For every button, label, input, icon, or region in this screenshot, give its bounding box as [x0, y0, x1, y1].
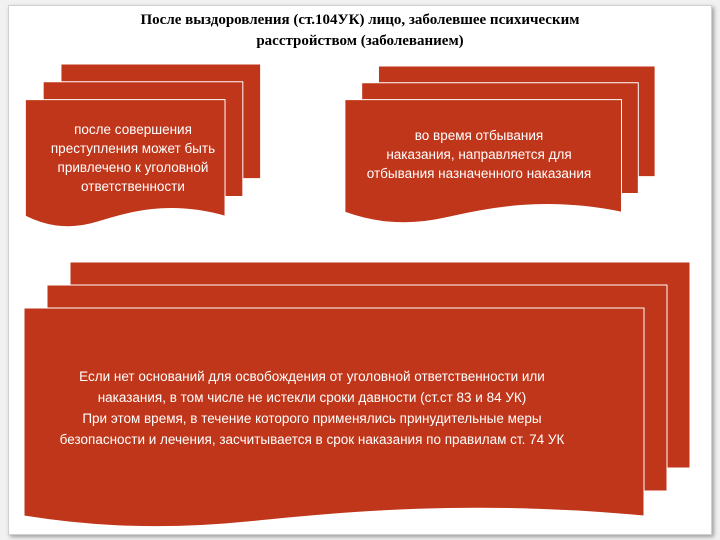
right-card-line-3: отбывания назначенного наказания: [366, 165, 592, 181]
left-card-line-4: ответственности: [81, 179, 185, 194]
left-multidocument-shape: [24, 63, 262, 228]
bottom-card-line-3: При этом время, в течение которого приме…: [82, 411, 542, 426]
bottom-card-line-4: безопасности и лечения, засчитывается в …: [59, 432, 565, 447]
slide-title: После выздоровления (ст.104УК) лицо, заб…: [60, 10, 660, 52]
title-line-1: После выздоровления (ст.104УК) лицо, заб…: [140, 12, 580, 28]
right-card-line-2: наказания, направляется для: [386, 146, 572, 162]
right-multidocument-shape: [344, 65, 656, 224]
left-card-line-1: после совершения: [74, 122, 192, 137]
left-card-line-2: преступления может быть: [50, 141, 216, 156]
bottom-card-text: Если нет оснований для освобождения от у…: [26, 358, 598, 458]
left-card-text: после совершения преступления может быть…: [28, 112, 238, 204]
front-sheet: [24, 99, 226, 228]
bottom-card-line-1: Если нет оснований для освобождения от у…: [79, 369, 545, 384]
right-card-line-1: во время отбывания: [414, 127, 544, 143]
bottom-multidocument-shape: [23, 261, 691, 528]
title-line-2: расстройством (заболеванием): [256, 33, 464, 49]
front-sheet: [344, 99, 623, 224]
left-card-line-3: привлечено к уголовной: [57, 160, 209, 175]
right-card-text: во время отбывания наказания, направляет…: [346, 116, 612, 192]
bottom-card-line-2: наказания, в том числе не истекли сроки …: [97, 390, 527, 405]
front-sheet: [23, 307, 645, 528]
